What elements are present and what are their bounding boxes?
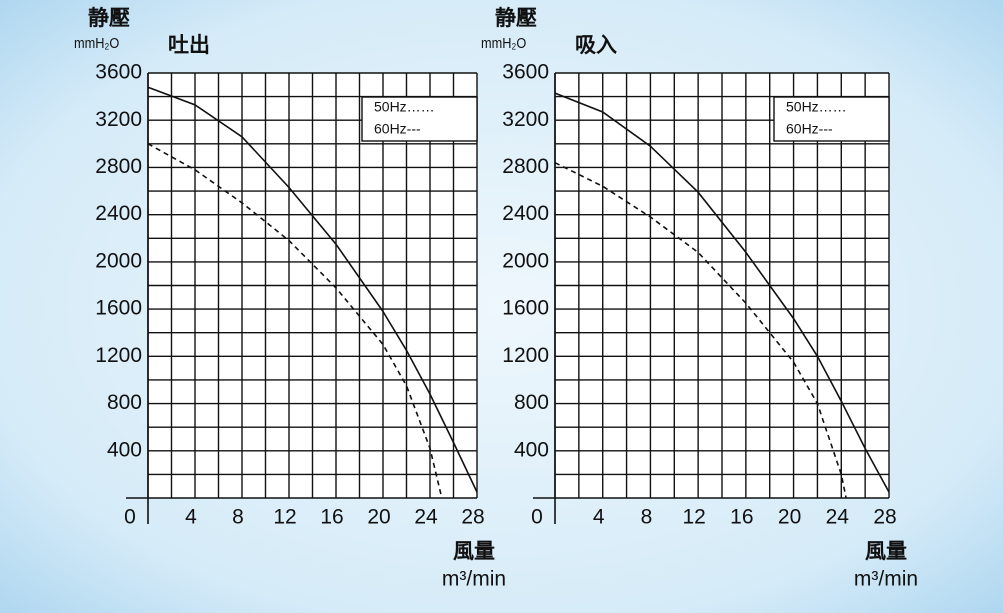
y-tick-label: 3600 bbox=[502, 61, 549, 84]
y-tick-label: 2000 bbox=[502, 249, 549, 272]
y-axis-unit: mmH₂O bbox=[74, 34, 119, 51]
y-tick-label: 2000 bbox=[95, 249, 142, 272]
y-tick-label: 3200 bbox=[502, 108, 549, 131]
x-tick-label: 28 bbox=[873, 506, 896, 529]
y-axis-unit: mmH₂O bbox=[481, 34, 526, 51]
x-axis-label: 風量 bbox=[453, 539, 495, 563]
legend-label: 50Hz…… bbox=[786, 99, 847, 115]
y-tick-label: 1200 bbox=[95, 344, 142, 367]
x-tick-label: 0 bbox=[124, 506, 136, 529]
x-tick-label: 16 bbox=[320, 506, 343, 529]
chart-title: 吐出 bbox=[168, 33, 210, 57]
legend-label: 60Hz--- bbox=[786, 121, 833, 137]
y-tick-label: 400 bbox=[514, 438, 549, 461]
x-tick-label: 8 bbox=[232, 506, 244, 529]
x-tick-label: 20 bbox=[367, 506, 390, 529]
legend-box bbox=[361, 96, 478, 142]
x-axis-unit: m³/min bbox=[854, 568, 918, 591]
x-tick-label: 24 bbox=[414, 506, 438, 529]
chart-title: 吸入 bbox=[575, 33, 617, 57]
x-tick-label: 4 bbox=[593, 506, 605, 529]
x-tick-label: 12 bbox=[682, 506, 705, 529]
y-tick-label: 2800 bbox=[502, 155, 549, 178]
x-axis-label: 風量 bbox=[865, 539, 907, 563]
y-tick-label: 3200 bbox=[95, 108, 142, 131]
series-line bbox=[554, 92, 890, 493]
legend-box bbox=[773, 96, 890, 142]
legend-label: 60Hz--- bbox=[374, 121, 421, 137]
series-line bbox=[554, 161, 847, 499]
series-line bbox=[147, 143, 443, 499]
y-axis-label: 静壓 bbox=[495, 6, 537, 30]
y-tick-label: 1600 bbox=[95, 297, 142, 320]
y-axis-label: 静壓 bbox=[88, 6, 130, 30]
x-tick-label: 8 bbox=[641, 506, 653, 529]
x-tick-label: 12 bbox=[273, 506, 296, 529]
x-tick-label: 16 bbox=[730, 506, 753, 529]
y-tick-label: 800 bbox=[107, 391, 142, 414]
y-tick-label: 2400 bbox=[95, 202, 142, 225]
x-tick-label: 20 bbox=[778, 506, 801, 529]
y-tick-label: 2400 bbox=[502, 202, 549, 225]
x-axis-unit: m³/min bbox=[442, 568, 506, 591]
legend-label: 50Hz…… bbox=[374, 99, 435, 115]
x-tick-label: 24 bbox=[826, 506, 850, 529]
y-tick-label: 800 bbox=[514, 391, 549, 414]
y-tick-label: 2800 bbox=[95, 155, 142, 178]
x-tick-label: 0 bbox=[531, 506, 543, 529]
x-tick-label: 4 bbox=[185, 506, 197, 529]
x-tick-label: 28 bbox=[461, 506, 484, 529]
y-tick-label: 400 bbox=[107, 438, 142, 461]
y-tick-label: 1200 bbox=[502, 344, 549, 367]
y-tick-label: 1600 bbox=[502, 297, 549, 320]
y-tick-label: 3600 bbox=[95, 61, 142, 84]
series-line bbox=[147, 86, 478, 493]
